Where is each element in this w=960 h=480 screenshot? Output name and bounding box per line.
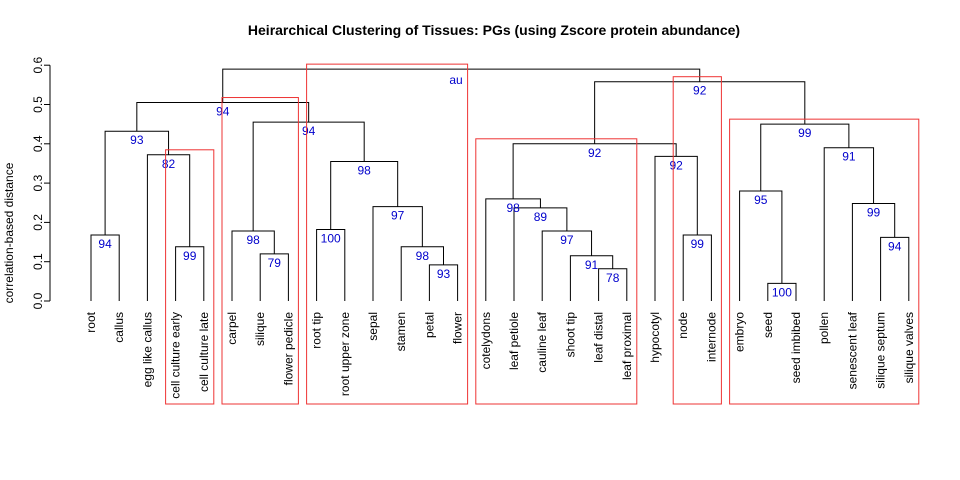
y-tick-label: 0.1 — [31, 253, 45, 270]
y-tick-label: 0.3 — [31, 174, 45, 191]
chart-title: Heirarchical Clustering of Tissues: PGs … — [248, 22, 740, 38]
cluster-box — [306, 63, 469, 405]
au-value: 92 — [693, 84, 707, 98]
au-value: 95 — [754, 193, 768, 207]
leaf-label: flower — [451, 312, 465, 344]
au-value: 93 — [437, 267, 451, 281]
au-value: 98 — [246, 233, 260, 247]
leaf-label: cotelydons — [479, 312, 493, 369]
y-tick-label: 0.4 — [31, 135, 45, 152]
au-value: 91 — [585, 258, 599, 272]
cluster-box — [165, 149, 215, 405]
leaf-label: petal — [422, 312, 436, 338]
au-value: 92 — [669, 158, 683, 172]
dendrogram-link — [654, 155, 698, 301]
leaf-label: silique valves — [902, 312, 916, 383]
leaf-label: internode — [704, 312, 718, 362]
leaf-label: embryo — [733, 312, 747, 352]
leaf-label: cell culture early — [169, 312, 183, 399]
cluster-box — [729, 118, 920, 405]
au-value: 99 — [691, 237, 705, 251]
leaf-label: cauline leaf — [535, 311, 549, 372]
cluster-box — [221, 97, 299, 405]
au-value: 98 — [416, 249, 430, 263]
leaf-label: node — [676, 312, 690, 339]
leaf-label: flower pedicle — [281, 312, 295, 386]
leaf-label: callus — [112, 312, 126, 343]
y-tick-label: 0.0 — [31, 292, 45, 309]
au-value: 97 — [560, 233, 574, 247]
au-value: 93 — [130, 133, 144, 147]
au-value: 98 — [358, 163, 372, 177]
au-value: 82 — [162, 157, 176, 171]
leaf-label: root upper zone — [338, 312, 352, 396]
leaf-label: carpel — [225, 312, 239, 345]
au-value: 100 — [772, 285, 792, 299]
leaf-label: cell culture late — [197, 312, 211, 392]
leaf-label: shoot tip — [563, 312, 577, 358]
au-value: 89 — [534, 210, 548, 224]
au-value: 92 — [588, 146, 602, 160]
cluster-box — [475, 138, 638, 405]
au-header: au — [449, 73, 462, 87]
y-axis-title: correlation-based distance — [2, 162, 16, 303]
dendrogram-link — [146, 154, 191, 301]
cluster-boxes — [165, 63, 920, 405]
leaf-label: senescent leaf — [845, 311, 859, 389]
leaf-label: sepal — [366, 312, 380, 341]
au-value: 94 — [888, 239, 902, 253]
y-axis: 0.0 0.1 0.2 0.3 0.4 0.5 0.6 — [31, 57, 51, 309]
au-value: 99 — [798, 126, 812, 140]
leaf-label: egg like callus — [140, 312, 154, 387]
y-tick-label: 0.2 — [31, 214, 45, 231]
leaf-label: silique — [253, 312, 267, 346]
au-value: 94 — [98, 237, 112, 251]
leaf-label: root — [84, 311, 98, 332]
au-value: 99 — [183, 249, 197, 263]
au-value: 94 — [216, 105, 230, 119]
leaf-label: seed imbibed — [789, 312, 803, 383]
au-value: 94 — [302, 124, 316, 138]
dendrogram-link — [823, 147, 875, 301]
leaf-label: root tip — [310, 312, 324, 349]
au-value: 100 — [321, 231, 341, 245]
au-values: 94 99 82 93 79 98 100 93 98 97 98 94 94 78 91 97 89 98 99 9… — [98, 84, 901, 300]
leaf-label: leaf distal — [592, 312, 606, 363]
au-value: 78 — [606, 271, 620, 285]
leaf-label: leaf petiole — [507, 312, 521, 370]
cluster-box — [672, 76, 722, 405]
leaf-label: hypocotyl — [648, 312, 662, 363]
au-value: 91 — [842, 150, 856, 164]
leaf-label: pollen — [817, 312, 831, 344]
dendrogram-link — [222, 68, 701, 103]
au-value: 97 — [391, 209, 405, 223]
y-tick-label: 0.6 — [31, 57, 45, 74]
au-value: 98 — [506, 201, 520, 215]
y-tick-label: 0.5 — [31, 96, 45, 113]
dendrogram-link — [252, 121, 365, 232]
dendrogram-links — [90, 68, 910, 301]
leaf-label: stamen — [394, 312, 408, 351]
leaf-label: leaf proximal — [620, 312, 634, 380]
au-value: 79 — [268, 256, 282, 270]
leaf-label: silique septum — [874, 312, 888, 389]
leaf-labels: root callus egg like callus cell culture ea… — [84, 311, 916, 398]
leaf-label: seed — [761, 312, 775, 338]
au-value: 99 — [867, 206, 881, 220]
